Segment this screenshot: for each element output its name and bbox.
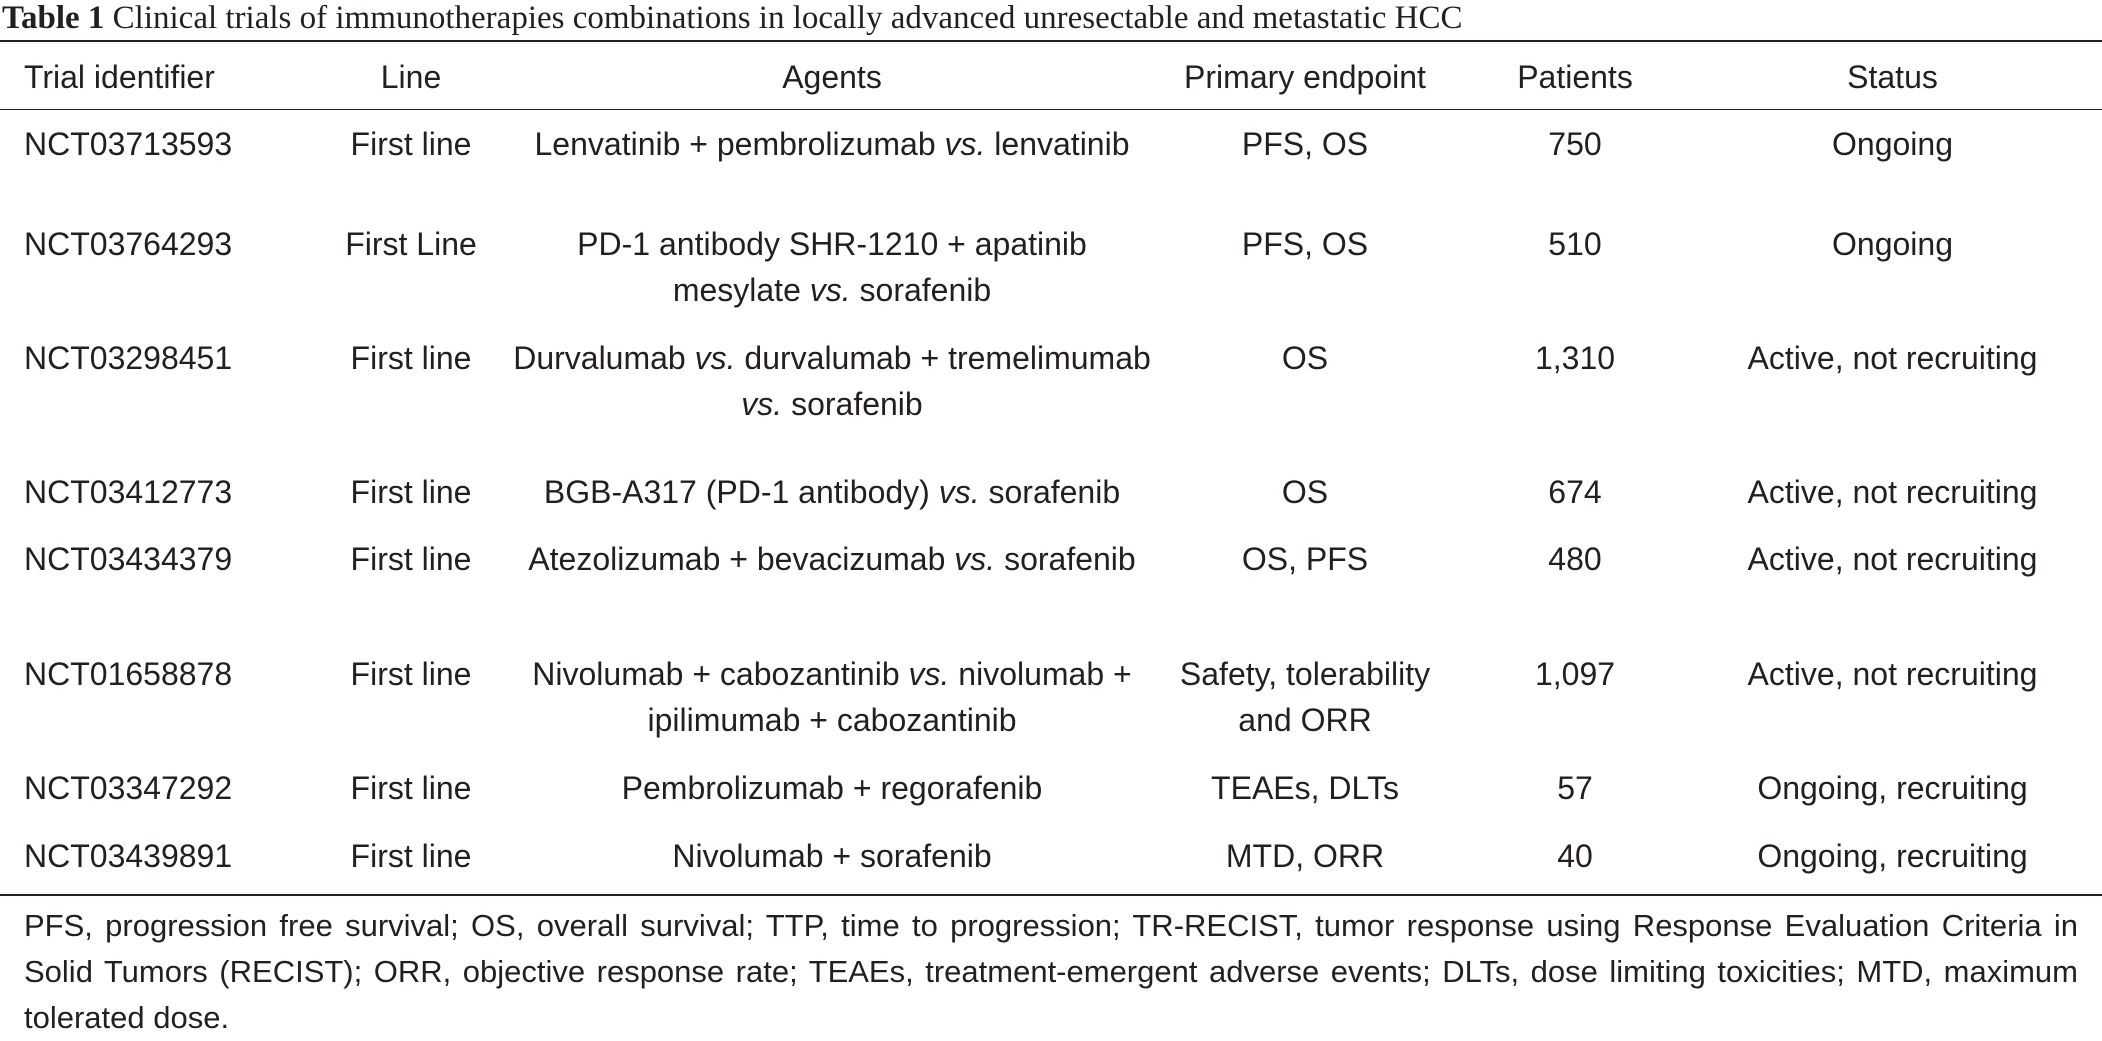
cell-line: First line — [350, 541, 472, 577]
cell-primary-endpoint: OS — [1281, 474, 1329, 510]
cell-line: First line — [350, 126, 472, 162]
agents-text-segment: Durvalumab — [513, 340, 695, 376]
table-footnote: PFS, progression free survival; OS, over… — [24, 908, 2078, 1035]
agents-text-segment: Pembrolizumab + regorafenib — [621, 770, 1043, 806]
cell-line: First Line — [345, 226, 477, 262]
cell-primary-endpoint: Safety, tolerability and ORR — [1179, 656, 1431, 738]
agents-text-segment: Nivolumab + cabozantinib — [532, 656, 909, 692]
cell-status: Active, not recruiting — [1747, 474, 2038, 510]
agents-text-segment: durvalumab + tremelimumab — [735, 340, 1151, 376]
cell-agents: Pembrolizumab + regorafenib — [512, 765, 1152, 811]
cell-trial-identifier: NCT03439891 — [24, 838, 233, 874]
cell-line: First line — [350, 838, 472, 874]
header-agents: Agents — [782, 59, 882, 95]
agents-text-segment: Atezolizumab + bevacizumab — [528, 541, 955, 577]
header-rule — [0, 109, 2102, 110]
cell-agents: Nivolumab + sorafenib — [512, 833, 1152, 879]
cell-patients: 674 — [1548, 474, 1602, 510]
cell-status: Active, not recruiting — [1747, 656, 2038, 692]
cell-trial-identifier: NCT03412773 — [24, 474, 233, 510]
cell-status: Ongoing — [1832, 226, 1953, 262]
agents-text-segment: BGB-A317 (PD-1 antibody) — [543, 474, 939, 510]
agents-text-segment: lenvatinib — [985, 126, 1130, 162]
cell-status: Active, not recruiting — [1747, 340, 2038, 376]
cell-primary-endpoint: TEAEs, DLTs — [1211, 770, 1399, 806]
cell-trial-identifier: NCT01658878 — [24, 656, 233, 692]
cell-primary-endpoint: OS, PFS — [1241, 541, 1369, 577]
agents-text-segment: vs. — [944, 126, 986, 162]
agents-text-segment: vs. — [694, 340, 736, 376]
cell-primary-endpoint: OS — [1281, 340, 1329, 376]
cell-agents: Atezolizumab + bevacizumab vs. sorafenib — [512, 536, 1152, 582]
cell-patients: 1,097 — [1534, 656, 1616, 692]
cell-primary-endpoint: MTD, ORR — [1225, 838, 1385, 874]
cell-trial-identifier: NCT03298451 — [24, 340, 233, 376]
agents-text-segment: sorafenib — [979, 474, 1121, 510]
cell-status: Ongoing, recruiting — [1757, 770, 2028, 806]
cell-primary-endpoint: PFS, OS — [1241, 226, 1369, 262]
header-status: Status — [1847, 59, 1938, 95]
bottom-rule — [0, 894, 2102, 896]
cell-agents: BGB-A317 (PD-1 antibody) vs. sorafenib — [512, 469, 1152, 515]
agents-text-segment: vs. — [908, 656, 950, 692]
agents-text-segment: sorafenib — [995, 541, 1136, 577]
cell-trial-identifier: NCT03434379 — [24, 541, 233, 577]
header-primary-endpoint: Primary endpoint — [1184, 59, 1426, 95]
top-rule — [0, 40, 2102, 42]
cell-primary-endpoint: PFS, OS — [1241, 126, 1369, 162]
table-caption-label: Table 1 — [2, 0, 105, 36]
header-patients: Patients — [1517, 59, 1633, 95]
agents-text-segment: Lenvatinib + pembrolizumab — [534, 126, 945, 162]
header-trial-identifier: Trial identifier — [24, 59, 215, 95]
cell-status: Ongoing — [1832, 126, 1953, 162]
cell-agents: Durvalumab vs. durvalumab + tremelimumab… — [512, 335, 1152, 427]
table-caption: Table 1 Clinical trials of immunotherapi… — [2, 0, 2100, 38]
cell-patients: 40 — [1557, 838, 1593, 874]
cell-patients: 1,310 — [1534, 340, 1616, 376]
cell-line: First line — [350, 474, 472, 510]
cell-line: First line — [350, 770, 472, 806]
cell-patients: 510 — [1548, 226, 1602, 262]
agents-text-segment: vs. — [809, 272, 851, 308]
cell-status: Ongoing, recruiting — [1757, 838, 2028, 874]
agents-text-segment: vs. — [938, 474, 980, 510]
agents-text-segment: sorafenib — [782, 386, 923, 422]
cell-patients: 57 — [1557, 770, 1593, 806]
agents-text-segment: vs. — [741, 386, 783, 422]
agents-text-segment: PD-1 antibody SHR-1210 + apatinib mesyla… — [577, 226, 1087, 308]
cell-line: First line — [350, 340, 472, 376]
cell-trial-identifier: NCT03713593 — [24, 126, 233, 162]
table-caption-text: Clinical trials of immunotherapies combi… — [112, 0, 1463, 36]
agents-text-segment: nivolumab + ipilimumab + cabozantinib — [647, 656, 1132, 738]
cell-trial-identifier: NCT03347292 — [24, 770, 233, 806]
cell-agents: Lenvatinib + pembrolizumab vs. lenvatini… — [512, 121, 1152, 167]
cell-line: First line — [350, 656, 472, 692]
cell-patients: 480 — [1548, 541, 1602, 577]
cell-agents: PD-1 antibody SHR-1210 + apatinib mesyla… — [512, 221, 1152, 313]
header-line: Line — [380, 59, 442, 95]
cell-agents: Nivolumab + cabozantinib vs. nivolumab +… — [512, 651, 1152, 743]
cell-patients: 750 — [1548, 126, 1602, 162]
cell-trial-identifier: NCT03764293 — [24, 226, 233, 262]
agents-text-segment: vs. — [954, 541, 996, 577]
agents-text-segment: sorafenib — [850, 272, 992, 308]
cell-status: Active, not recruiting — [1747, 541, 2038, 577]
agents-text-segment: Nivolumab + sorafenib — [672, 838, 992, 874]
